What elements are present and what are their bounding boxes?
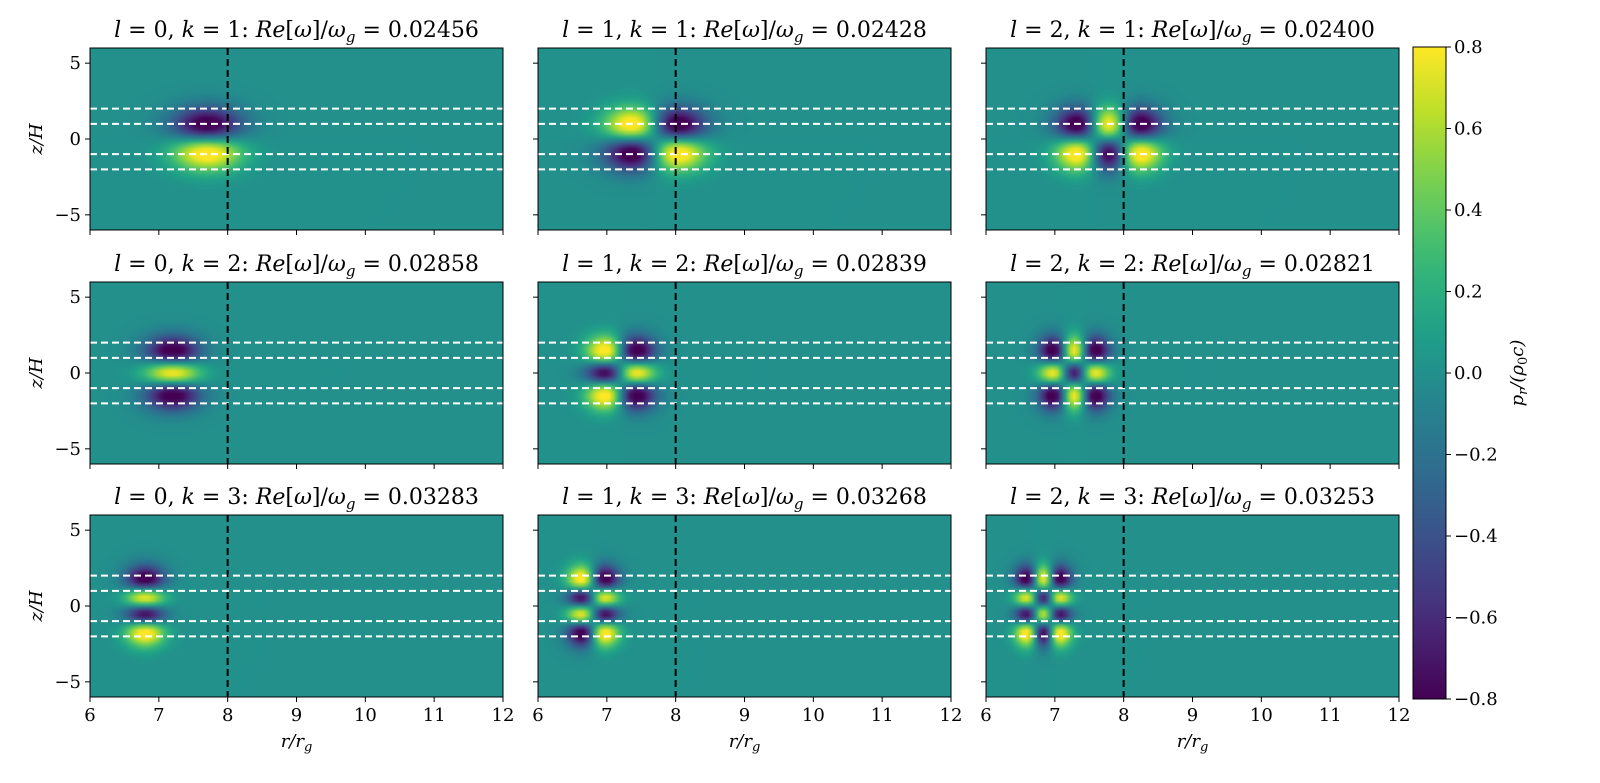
panel-title: l = 2, k = 2: Re[ω]/ωg = 0.02821 xyxy=(1010,252,1375,280)
colorbar-tick-label: 0.4 xyxy=(1454,200,1483,221)
x-tick-label: 8 xyxy=(222,705,233,726)
colorbar-tick-label: −0.4 xyxy=(1454,526,1498,547)
y-axis-label: z/H xyxy=(26,590,47,623)
x-tick-label: 7 xyxy=(153,705,164,726)
panel-l2-k1: l = 2, k = 1: Re[ω]/ωg = 0.02400 xyxy=(981,18,1400,235)
y-tick-label: 5 xyxy=(70,53,81,74)
heatmap-image xyxy=(986,515,1399,697)
panel-title: l = 2, k = 3: Re[ω]/ωg = 0.03253 xyxy=(1010,485,1375,513)
x-axis-label: r/rg xyxy=(1177,731,1209,755)
y-tick-label: 5 xyxy=(70,287,81,308)
colorbar-tick-label: −0.6 xyxy=(1454,608,1498,629)
y-tick-label: 0 xyxy=(70,363,81,384)
x-tick-label: 11 xyxy=(871,705,894,726)
panel-l2-k2: l = 2, k = 2: Re[ω]/ωg = 0.02821 xyxy=(981,252,1400,469)
y-tick-label: −5 xyxy=(54,672,81,693)
panel-title: l = 0, k = 3: Re[ω]/ωg = 0.03283 xyxy=(114,485,479,513)
x-tick-label: 8 xyxy=(1118,705,1129,726)
x-axis-label: r/rg xyxy=(281,731,313,755)
panel-title: l = 0, k = 1: Re[ω]/ωg = 0.02456 xyxy=(114,18,479,46)
heatmap-image xyxy=(986,282,1399,464)
panel-grid: −5 0 5 z/H l = 0, k = 1: Re[ω]/ωg = 0.02456 l… xyxy=(26,18,1410,755)
x-tick-label: 11 xyxy=(1319,705,1342,726)
colorbar-tick-label: 0.6 xyxy=(1454,119,1483,140)
x-tick-label: 7 xyxy=(1049,705,1060,726)
y-tick-label: −5 xyxy=(54,205,81,226)
panel-l0-k3: −5 0 5 6 7 8 9 10 11 12 z/H r/rg l = 0, k = 3: Re[ω]… xyxy=(26,485,514,755)
panel-l0-k2: −5 0 5 z/H l = 0, k = 2: Re[ω]/ωg = 0.02858 xyxy=(26,252,504,469)
panel-l1-k2: l = 1, k = 2: Re[ω]/ωg = 0.02839 xyxy=(533,252,952,469)
y-tick-label: −5 xyxy=(54,439,81,460)
y-axis-label: z/H xyxy=(26,123,47,156)
heatmap-image xyxy=(538,48,951,230)
x-tick-label: 6 xyxy=(84,705,95,726)
x-axis-label: r/rg xyxy=(729,731,761,755)
panel-l2-k3: 6 7 8 9 10 11 12 r/rg l = 2, k = 3: Re[ω]/ωg = 0… xyxy=(980,485,1410,755)
heatmap-image xyxy=(90,282,503,464)
x-tick-label: 9 xyxy=(1187,705,1198,726)
x-tick-label: 10 xyxy=(354,705,377,726)
colorbar-tick-label: −0.8 xyxy=(1454,689,1498,710)
panel-l0-k1: −5 0 5 z/H l = 0, k = 1: Re[ω]/ωg = 0.02456 xyxy=(26,18,504,235)
panel-title: l = 1, k = 1: Re[ω]/ωg = 0.02428 xyxy=(562,18,927,46)
y-axis-label: z/H xyxy=(26,357,47,390)
x-tick-label: 9 xyxy=(291,705,302,726)
panel-l1-k3: 6 7 8 9 10 11 12 r/rg l = 1, k = 3: Re[ω]/ωg = 0… xyxy=(532,485,962,755)
x-tick-label: 12 xyxy=(940,705,963,726)
x-tick-label: 10 xyxy=(802,705,825,726)
x-tick-label: 7 xyxy=(601,705,612,726)
heatmap-image xyxy=(90,48,503,230)
panel-l1-k1: l = 1, k = 1: Re[ω]/ωg = 0.02428 xyxy=(533,18,952,235)
heatmap-image xyxy=(538,282,951,464)
x-tick-label: 8 xyxy=(670,705,681,726)
panel-title: l = 1, k = 2: Re[ω]/ωg = 0.02839 xyxy=(562,252,927,280)
colorbar-tick-label: 0.8 xyxy=(1454,37,1483,58)
colorbar: 0.8 0.6 0.4 0.2 0.0 −0.2 −0.4 −0.6 −0.8 pr/(ρ0c) xyxy=(1412,37,1531,710)
colorbar-tick-label: −0.2 xyxy=(1454,445,1498,466)
x-tick-label: 6 xyxy=(532,705,543,726)
x-tick-label: 9 xyxy=(739,705,750,726)
panel-title: l = 1, k = 3: Re[ω]/ωg = 0.03268 xyxy=(562,485,927,513)
y-tick-label: 0 xyxy=(70,129,81,150)
colorbar-tick-label: 0.2 xyxy=(1454,282,1483,303)
colorbar-gradient xyxy=(1412,46,1447,700)
x-tick-label: 12 xyxy=(492,705,515,726)
y-tick-label: 5 xyxy=(70,520,81,541)
x-tick-label: 6 xyxy=(980,705,991,726)
heatmap-image xyxy=(986,48,1399,230)
heatmap-image xyxy=(538,515,951,697)
heatmap-image xyxy=(90,515,503,697)
x-tick-label: 10 xyxy=(1250,705,1273,726)
panel-title: l = 0, k = 2: Re[ω]/ωg = 0.02858 xyxy=(114,252,479,280)
colorbar-label: pr/(ρ0c) xyxy=(1507,340,1531,407)
y-tick-label: 0 xyxy=(70,596,81,617)
x-tick-label: 12 xyxy=(1388,705,1411,726)
x-tick-label: 11 xyxy=(423,705,446,726)
panel-title: l = 2, k = 1: Re[ω]/ωg = 0.02400 xyxy=(1010,18,1375,46)
colorbar-tick-label: 0.0 xyxy=(1454,363,1483,384)
